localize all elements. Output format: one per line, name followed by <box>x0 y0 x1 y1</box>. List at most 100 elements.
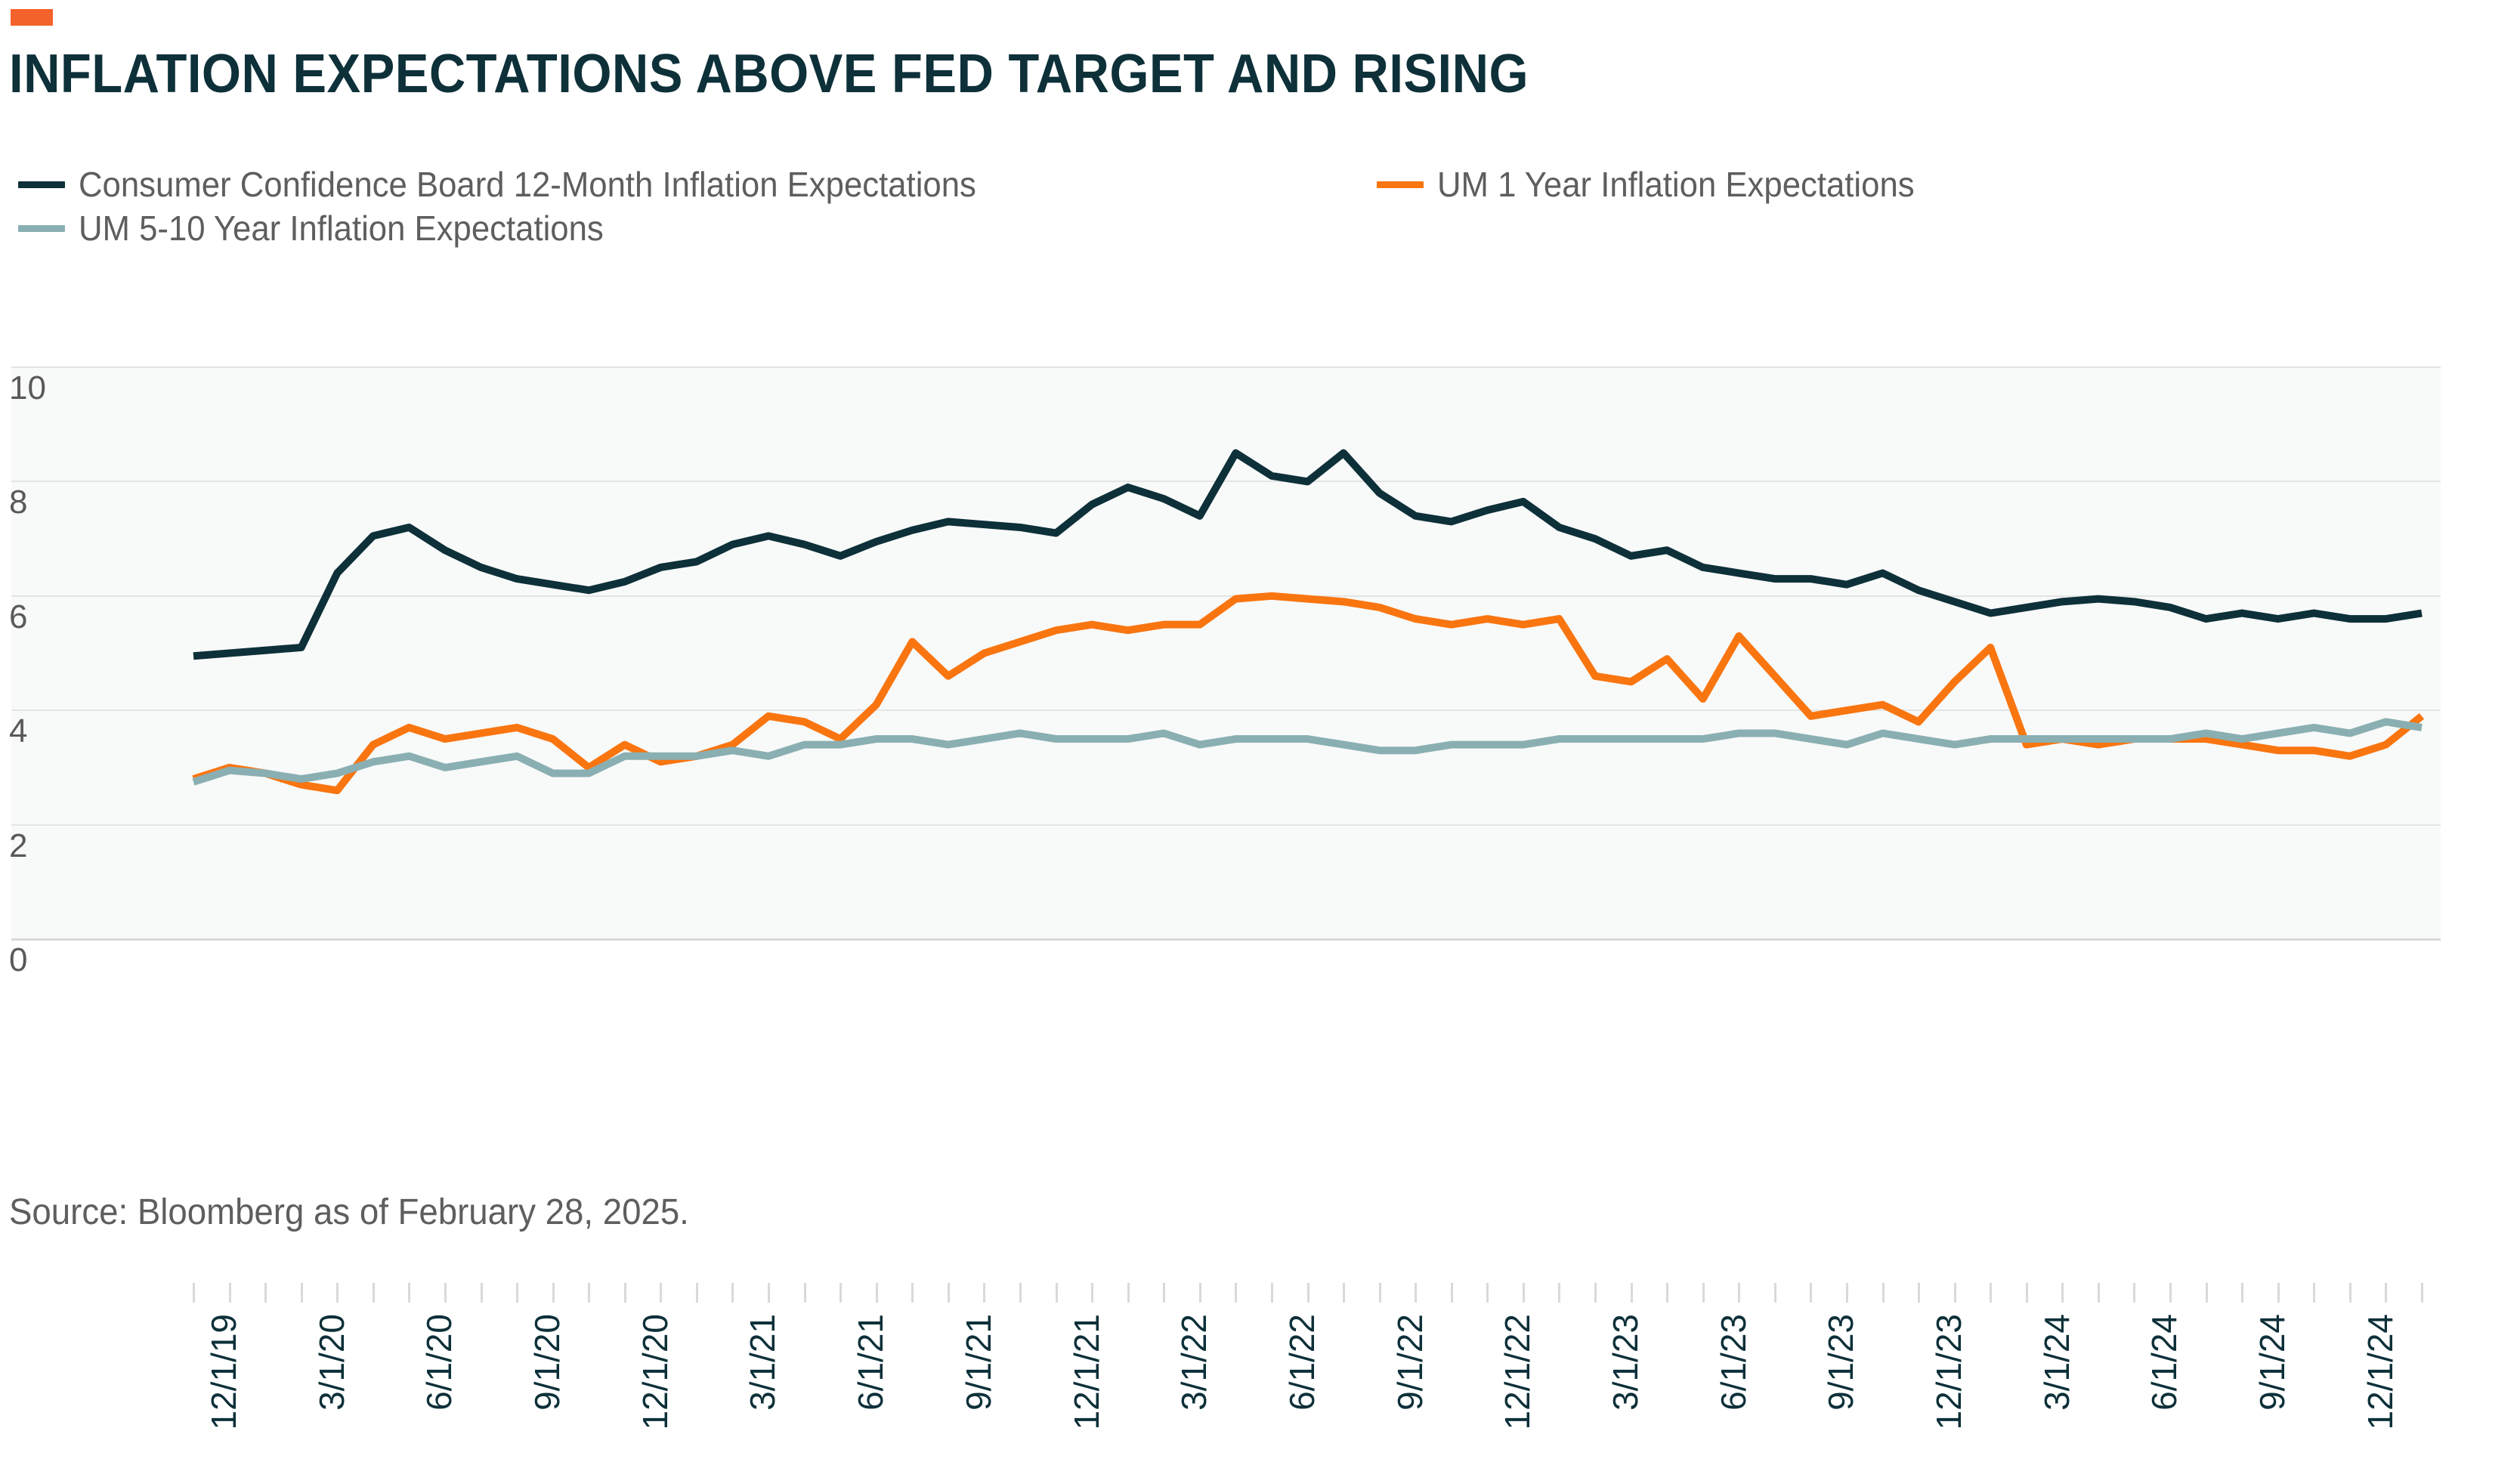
x-axis-tick-label: 12/1/23 <box>1929 1314 1969 1430</box>
x-axis-tick <box>660 1283 663 1303</box>
x-axis-tick-label: 12/1/20 <box>635 1314 675 1430</box>
y-axis-tick-label: 10 <box>9 369 46 406</box>
x-axis-tick-labels: 12/1/19 3/1/20 6/1/20 9/1/20 12/1/20 3/1/21 6/… <box>0 1311 2520 1462</box>
x-axis-tick <box>588 1283 591 1303</box>
x-axis-tick <box>1450 1283 1453 1303</box>
x-axis-tick <box>839 1283 843 1303</box>
x-axis-tick <box>1378 1283 1381 1303</box>
x-axis-tick <box>336 1283 339 1303</box>
x-axis-tick <box>1810 1283 1813 1303</box>
legend-label: UM 5-10 Year Inflation Expectations <box>79 209 604 248</box>
x-axis-tick <box>1845 1283 1848 1303</box>
x-axis-tick <box>264 1283 267 1303</box>
page-title: INFLATION EXPECTATIONS ABOVE FED TARGET … <box>9 44 1529 104</box>
x-axis-tick <box>695 1283 698 1303</box>
x-axis-tick <box>1127 1283 1130 1303</box>
x-axis-tick <box>1055 1283 1058 1303</box>
gridline <box>11 366 2441 368</box>
source-note: Source: Bloomberg as of February 28, 202… <box>9 1192 689 1232</box>
x-axis-tick <box>2025 1283 2028 1303</box>
x-axis-tick-label: 9/1/22 <box>1390 1314 1430 1411</box>
x-axis-tick <box>803 1283 806 1303</box>
gridline <box>11 824 2441 826</box>
x-axis-tick <box>1235 1283 1238 1303</box>
x-axis-tick-label: 12/1/24 <box>2360 1314 2400 1430</box>
x-axis-tick <box>1486 1283 1489 1303</box>
x-axis-tick <box>623 1283 626 1303</box>
x-axis-tick <box>552 1283 555 1303</box>
x-axis-tick <box>1738 1283 1741 1303</box>
y-axis-tick-label: 2 <box>9 827 28 864</box>
series-line <box>193 449 2423 660</box>
x-axis-tick <box>193 1283 195 1303</box>
chart-legend: Consumer Confidence Board 12-Month Infla… <box>9 162 2503 247</box>
y-axis-tick-label: 4 <box>9 712 28 750</box>
x-axis-tick <box>1522 1283 1525 1303</box>
x-axis-tick <box>1881 1283 1885 1303</box>
x-axis-tick-label: 3/1/21 <box>743 1314 783 1411</box>
x-axis-tick <box>1773 1283 1776 1303</box>
x-axis-tick-label: 12/1/19 <box>204 1314 243 1430</box>
x-axis-tick-label: 9/1/24 <box>2253 1314 2293 1411</box>
x-axis-tick <box>1163 1283 1166 1303</box>
x-axis-tick <box>1306 1283 1309 1303</box>
x-axis-tick-label: 3/1/23 <box>1606 1314 1646 1411</box>
x-axis-tick-label: 12/1/21 <box>1066 1314 1106 1430</box>
x-axis-tick <box>2385 1283 2388 1303</box>
x-axis-tick-label: 6/1/24 <box>2144 1314 2185 1411</box>
brand-accent-mark <box>11 9 53 26</box>
x-axis-tick-label: 9/1/23 <box>1821 1314 1861 1411</box>
x-axis-tick <box>2169 1283 2172 1303</box>
x-axis-tick <box>228 1283 231 1303</box>
legend-swatch-line-icon <box>18 224 65 232</box>
x-axis-tick <box>1198 1283 1201 1303</box>
gridline <box>11 481 2441 483</box>
x-axis-tick <box>1558 1283 1561 1303</box>
y-axis-tick-label: 6 <box>9 598 28 635</box>
x-axis-tick <box>2313 1283 2316 1303</box>
x-axis-tick-label: 12/1/22 <box>1498 1314 1538 1430</box>
x-axis-tick <box>1270 1283 1273 1303</box>
x-axis-tick <box>1019 1283 1022 1303</box>
x-axis-tick <box>300 1283 303 1303</box>
x-axis-tick <box>408 1283 411 1303</box>
x-axis-tick <box>1918 1283 1921 1303</box>
x-axis-line <box>11 938 2441 941</box>
x-axis-tick <box>1702 1283 1705 1303</box>
x-axis-tick <box>2061 1283 2064 1303</box>
x-axis-tick <box>1666 1283 1669 1303</box>
x-axis-tick <box>875 1283 878 1303</box>
x-axis-tick <box>947 1283 950 1303</box>
x-axis-tick <box>1594 1283 1597 1303</box>
x-axis-tick <box>1990 1283 1993 1303</box>
x-axis-tick <box>731 1283 734 1303</box>
x-axis-tick-label: 3/1/20 <box>311 1314 351 1411</box>
x-axis-tick <box>2421 1283 2423 1303</box>
legend-item-um-5-10-year[interactable]: UM 5-10 Year Inflation Expectations <box>18 206 631 250</box>
x-axis-tick-label: 6/1/22 <box>1282 1314 1322 1411</box>
legend-item-consumer-confidence-board[interactable]: Consumer Confidence Board 12-Month Infla… <box>18 162 1023 206</box>
legend-item-um-1-year[interactable]: UM 1 Year Inflation Expectations <box>1377 162 1940 206</box>
x-axis-tick <box>911 1283 914 1303</box>
x-axis-tick <box>2205 1283 2208 1303</box>
chart-area: 0 2 4 6 8 10 12/1/19 3/1/20 6/1/20 9/1/20 12/1/20… <box>0 344 2520 1430</box>
gridline <box>11 595 2441 597</box>
legend-label: Consumer Confidence Board 12-Month Infla… <box>79 165 976 204</box>
legend-label: UM 1 Year Inflation Expectations <box>1437 165 1915 204</box>
x-axis-tick-label: 6/1/21 <box>851 1314 891 1411</box>
x-axis-tick <box>1415 1283 1418 1303</box>
gridline <box>11 709 2441 712</box>
series-lines <box>192 449 2425 795</box>
x-axis-tick <box>2348 1283 2351 1303</box>
x-axis-tick <box>983 1283 986 1303</box>
x-axis-tick <box>2277 1283 2280 1303</box>
y-axis-tick-label: 8 <box>9 484 28 521</box>
x-axis-tick <box>2133 1283 2136 1303</box>
x-axis-tick <box>372 1283 375 1303</box>
x-axis-tick-label: 9/1/20 <box>527 1314 567 1411</box>
x-axis-tick-label: 3/1/24 <box>2036 1314 2076 1411</box>
x-axis-tick <box>480 1283 483 1303</box>
x-axis-tick <box>1953 1283 1956 1303</box>
x-axis-tick-label: 6/1/23 <box>1713 1314 1753 1411</box>
x-axis-tick-label: 3/1/22 <box>1174 1314 1214 1411</box>
